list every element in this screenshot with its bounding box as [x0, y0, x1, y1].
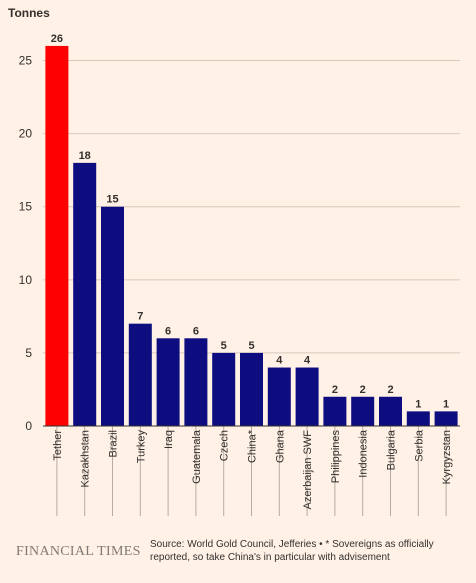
bar-bulgaria — [379, 396, 402, 426]
y-tick-label: 15 — [19, 200, 33, 214]
category-label: Turkey — [135, 430, 147, 464]
source-line-1: Source: World Gold Council, Jefferies • … — [150, 539, 434, 550]
category-label: Czech — [219, 430, 231, 461]
value-label: 18 — [79, 150, 91, 162]
bar-iraq — [156, 338, 180, 426]
bar-serbia — [406, 411, 430, 426]
source-note: Source: World Gold Council, Jefferies • … — [150, 538, 450, 564]
category-label: Kazakhstan — [80, 430, 92, 487]
bar-tether — [45, 45, 69, 426]
bar-chart: Tonnes 0 5 10 15 20 25 26 18 15 7 6 6 5 5 4 4 2 2 2 1 1 Tet… — [8, 6, 460, 516]
bar-azerbaijan-swf — [295, 367, 319, 426]
y-tick-label: 20 — [19, 127, 33, 141]
category-label: China* — [247, 429, 259, 463]
category-label: Indonesia — [358, 429, 370, 478]
category-label: Brazil — [108, 430, 120, 458]
value-label: 26 — [51, 33, 63, 45]
value-label: 5 — [221, 340, 227, 352]
value-label: 1 — [415, 398, 421, 410]
value-label: 15 — [106, 194, 118, 206]
y-axis-unit-label: Tonnes — [8, 6, 50, 20]
bar-turkey — [128, 323, 152, 426]
y-tick-label: 10 — [19, 273, 33, 287]
value-label: 2 — [332, 384, 338, 396]
value-labels: 26 18 15 7 6 6 5 5 4 4 2 2 2 1 1 — [51, 33, 449, 410]
y-tick-label: 0 — [25, 419, 32, 433]
bar-philippines — [323, 396, 347, 426]
category-label: Ghana — [274, 429, 286, 463]
category-label: Bulgaria — [386, 429, 398, 470]
source-line-2: reported, so take China's in particular … — [150, 552, 390, 563]
y-tick-label: 25 — [19, 54, 33, 68]
category-label: Serbia — [413, 429, 425, 462]
bar-china — [240, 352, 263, 426]
chart-footer: FINANCIAL TIMES Source: World Gold Counc… — [16, 538, 466, 564]
y-axis-ticks: 0 5 10 15 20 25 — [19, 54, 33, 433]
value-label: 7 — [137, 311, 143, 323]
bar-guatemala — [184, 338, 208, 426]
bar-brazil — [101, 206, 124, 426]
value-label: 6 — [165, 325, 171, 337]
value-label: 2 — [387, 384, 393, 396]
bar-ghana — [267, 367, 291, 426]
bar-kazakhstan — [73, 162, 97, 426]
value-label: 1 — [443, 398, 449, 410]
value-label: 4 — [276, 355, 283, 367]
category-label: Guatemala — [191, 429, 203, 484]
ft-logo: FINANCIAL TIMES — [16, 544, 141, 559]
category-labels: Tether Kazakhstan Brazil Turkey Iraq Guatemal… — [52, 426, 453, 516]
y-tick-label: 5 — [25, 346, 32, 360]
bars — [45, 45, 458, 426]
value-label: 4 — [304, 355, 311, 367]
value-label: 2 — [360, 384, 366, 396]
bar-czech — [212, 352, 236, 426]
category-label: Iraq — [163, 430, 175, 449]
category-label: Azerbaijan SWF — [302, 430, 314, 510]
category-label: Tether — [52, 430, 64, 461]
bar-kyrgyzstan — [434, 411, 458, 426]
value-label: 6 — [193, 325, 199, 337]
category-label: Philippines — [330, 430, 342, 484]
bar-indonesia — [351, 396, 375, 426]
category-label: Kyrgyzstan — [441, 430, 453, 484]
value-label: 5 — [248, 340, 254, 352]
